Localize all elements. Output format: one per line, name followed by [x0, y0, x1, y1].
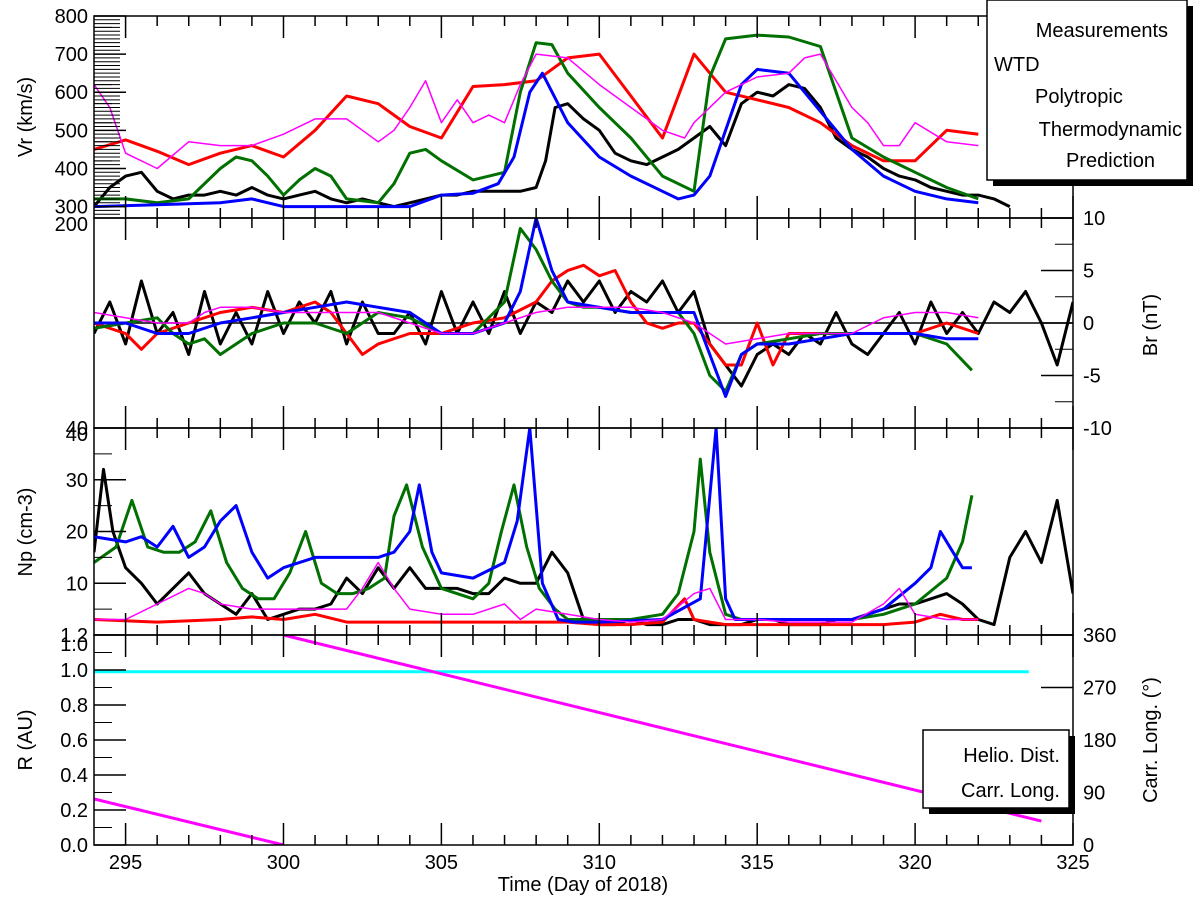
- legend-carr-long: Carr. Long.: [961, 780, 1060, 802]
- orbit-ytick-label: 0.4: [60, 765, 88, 787]
- vr-axis-title: Vr (km/s): [15, 77, 37, 157]
- legend-measurements: Measurements: [1036, 20, 1168, 42]
- radial-magnetic-field-series-thermodynamic: [94, 218, 979, 398]
- solar-wind-speed-series-polytropic: [94, 33, 979, 205]
- legend-top-box: [986, 0, 1188, 181]
- solar-wind-speed-ytick-label: 400: [55, 158, 88, 180]
- proton-density-series-prediction: [94, 561, 979, 623]
- x-tick-label: 325: [1056, 852, 1089, 874]
- solar-wind-speed-series-thermodynamic: [94, 67, 979, 209]
- proton-density-ytick-label: 40: [66, 418, 88, 440]
- proton-density-ytick-label: 10: [66, 573, 88, 595]
- np-axis-title: Np (cm-3): [15, 488, 37, 577]
- orbit-y2tick-label: 360: [1083, 625, 1116, 647]
- orbit-y2tick-label: 0: [1083, 835, 1094, 857]
- data-layer: [94, 33, 1073, 845]
- orbit-ytick-label: 1.2: [60, 625, 88, 647]
- orbit-y2tick-label: 180: [1083, 730, 1116, 752]
- radial-magnetic-field-ytick-label: -5: [1083, 366, 1101, 388]
- proton-density-series-thermodynamic: [94, 428, 972, 624]
- np-panel-top-label: 40: [66, 424, 88, 446]
- proton-density-series-wtd: [94, 597, 979, 627]
- solar-wind-speed-ytick-label: 700: [55, 44, 88, 66]
- x-tick-label: 300: [267, 852, 300, 874]
- legend-helio-dist: Helio. Dist.: [963, 745, 1060, 767]
- proton-density-series-measurements: [94, 467, 1073, 627]
- solar-wind-speed-plot-area: [94, 33, 1011, 209]
- radial-magnetic-field-series-polytropic: [94, 227, 973, 393]
- orbit-series-carr-long-segment-1: [283, 635, 1042, 823]
- br-axis-title: Br (nT): [1140, 294, 1162, 356]
- radial-magnetic-field-plot-area: [94, 218, 1073, 398]
- proton-density-ytick-label: 20: [66, 522, 88, 544]
- carr-long-axis-title: Carr. Long. (°): [1140, 677, 1162, 803]
- axes-layer: 3004005006007008001050-5-10102030400.00.…: [55, 6, 1117, 874]
- orbit-ytick-label: 0.2: [60, 800, 88, 822]
- solar-wind-speed-ytick-label: 600: [55, 82, 88, 104]
- x-axis-title: Time (Day of 2018): [498, 874, 668, 896]
- orbit-ytick-label: 0.0: [60, 835, 88, 857]
- radial-magnetic-field-series-prediction: [94, 306, 979, 345]
- orbit-y2tick-label: 90: [1083, 783, 1105, 805]
- x-tick-label: 295: [109, 852, 142, 874]
- radial-magnetic-field-ytick-label: 0: [1083, 313, 1094, 335]
- solar-wind-speed-ytick-label: 500: [55, 120, 88, 142]
- orbit-ytick-label: 0.6: [60, 730, 88, 752]
- legend-bottom: Helio. Dist. Carr. Long.: [922, 729, 1075, 814]
- legend-thermodynamic: Thermodynamic: [1039, 119, 1182, 141]
- radial-magnetic-field-ytick-label: -10: [1083, 418, 1112, 440]
- x-tick-label: 320: [898, 852, 931, 874]
- orbit-ytick-label: 1.0: [60, 660, 88, 682]
- legend-polytropic: Polytropic: [1035, 86, 1123, 108]
- solar-wind-speed-ytick-label: 800: [55, 6, 88, 28]
- x-tick-label: 315: [741, 852, 774, 874]
- radial-magnetic-field-ytick-label: 5: [1083, 261, 1094, 283]
- legend-bottom-box: [922, 729, 1070, 809]
- np-panel-bottom-label: 1.0: [60, 634, 88, 656]
- orbit-y2tick-label: 270: [1083, 678, 1116, 700]
- radial-magnetic-field-ytick-label: 10: [1083, 208, 1105, 230]
- legend-wtd: WTD: [994, 54, 1040, 76]
- proton-density-ytick-label: 30: [66, 470, 88, 492]
- solar-wind-speed-ytick-label: 300: [55, 197, 88, 219]
- x-tick-label: 305: [425, 852, 458, 874]
- r-axis-title: R (AU): [15, 709, 37, 770]
- solar-wind-speed-series-prediction: [94, 53, 979, 170]
- legend-prediction: Prediction: [1066, 150, 1155, 172]
- orbit-ytick-label: 0.8: [60, 695, 88, 717]
- legend-top: Measurements WTD Polytropic Thermodynami…: [986, 0, 1193, 186]
- x-tick-label: 310: [583, 852, 616, 874]
- br-panel-top-label: 200: [55, 214, 88, 236]
